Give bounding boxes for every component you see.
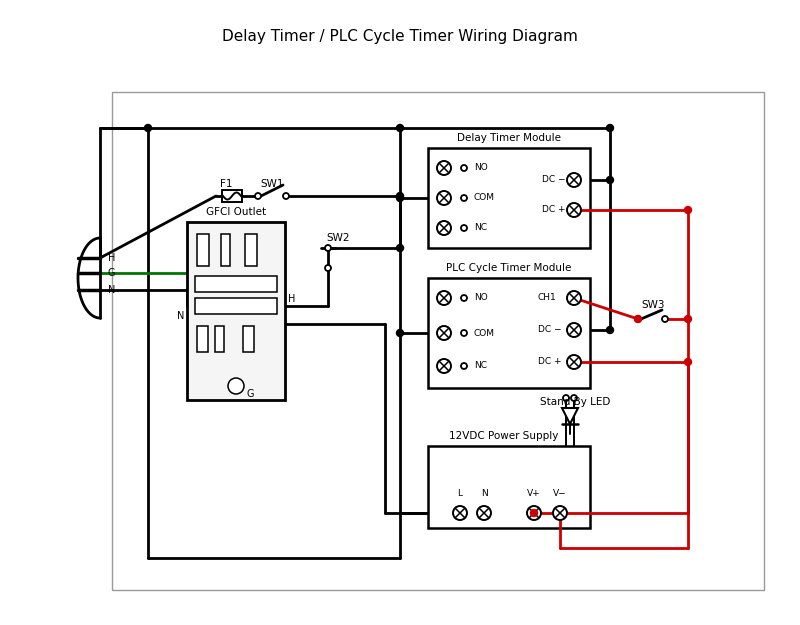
- Circle shape: [397, 124, 403, 131]
- Text: G: G: [108, 268, 115, 278]
- Text: DC +: DC +: [542, 206, 566, 214]
- Text: DC +: DC +: [538, 357, 562, 366]
- Circle shape: [437, 326, 451, 340]
- Text: COM: COM: [474, 194, 495, 202]
- Circle shape: [553, 506, 567, 520]
- Text: NO: NO: [474, 294, 488, 302]
- Text: SW2: SW2: [326, 233, 350, 243]
- Circle shape: [606, 176, 614, 184]
- Text: PLC Cycle Timer Module: PLC Cycle Timer Module: [446, 263, 572, 273]
- Text: F1: F1: [220, 179, 232, 189]
- Circle shape: [453, 506, 467, 520]
- Circle shape: [527, 506, 541, 520]
- Bar: [187, 222, 285, 400]
- Circle shape: [397, 244, 403, 251]
- Circle shape: [606, 326, 614, 334]
- Circle shape: [397, 329, 403, 336]
- Circle shape: [567, 173, 581, 187]
- Text: SW3: SW3: [642, 300, 665, 310]
- Bar: [243, 326, 254, 352]
- Circle shape: [228, 378, 244, 394]
- Bar: [195, 276, 277, 292]
- Circle shape: [325, 265, 331, 271]
- Circle shape: [397, 192, 403, 199]
- Bar: [215, 326, 224, 352]
- Circle shape: [461, 165, 467, 171]
- Circle shape: [437, 221, 451, 235]
- Text: 12VDC Power Supply: 12VDC Power Supply: [450, 431, 558, 441]
- Text: N: N: [178, 311, 185, 321]
- Text: Delay Timer / PLC Cycle Timer Wiring Diagram: Delay Timer / PLC Cycle Timer Wiring Dia…: [222, 29, 578, 44]
- Circle shape: [685, 316, 691, 322]
- Circle shape: [437, 191, 451, 205]
- Text: N: N: [108, 285, 115, 295]
- Circle shape: [571, 395, 577, 401]
- Text: H: H: [288, 294, 296, 304]
- Text: NO: NO: [474, 164, 488, 172]
- Text: GFCI Outlet: GFCI Outlet: [206, 207, 266, 217]
- Circle shape: [461, 225, 467, 231]
- Circle shape: [461, 295, 467, 301]
- Text: V−: V−: [553, 489, 567, 499]
- Circle shape: [635, 316, 641, 322]
- Circle shape: [477, 506, 491, 520]
- Bar: [195, 298, 277, 314]
- Circle shape: [145, 124, 151, 131]
- Text: V+: V+: [527, 489, 541, 499]
- Text: COM: COM: [474, 329, 495, 338]
- Text: N: N: [481, 489, 487, 499]
- Circle shape: [634, 316, 642, 322]
- Circle shape: [530, 509, 538, 516]
- Circle shape: [461, 363, 467, 369]
- Text: CH1: CH1: [538, 294, 557, 302]
- Circle shape: [685, 206, 691, 214]
- Circle shape: [461, 195, 467, 201]
- Circle shape: [437, 291, 451, 305]
- Text: DC −: DC −: [538, 326, 562, 334]
- Bar: [221, 234, 230, 266]
- Circle shape: [563, 395, 569, 401]
- Bar: [428, 148, 590, 248]
- Text: Stand By LED: Stand By LED: [540, 397, 610, 407]
- Circle shape: [397, 194, 403, 201]
- Text: H: H: [108, 253, 115, 263]
- Circle shape: [567, 203, 581, 217]
- Circle shape: [255, 193, 261, 199]
- Bar: [197, 234, 209, 266]
- Bar: [197, 326, 208, 352]
- Circle shape: [567, 355, 581, 369]
- Bar: [428, 278, 590, 388]
- Circle shape: [606, 124, 614, 131]
- Circle shape: [567, 323, 581, 337]
- Text: DC −: DC −: [542, 176, 566, 184]
- Circle shape: [325, 245, 331, 251]
- Bar: [428, 446, 590, 528]
- Text: NC: NC: [474, 224, 487, 232]
- Polygon shape: [562, 408, 578, 424]
- Text: G: G: [246, 389, 254, 399]
- Circle shape: [567, 291, 581, 305]
- Circle shape: [437, 161, 451, 175]
- Text: SW1: SW1: [260, 179, 284, 189]
- Bar: [222, 190, 242, 202]
- Text: L: L: [458, 489, 462, 499]
- Bar: [245, 234, 257, 266]
- Circle shape: [437, 359, 451, 373]
- Circle shape: [685, 359, 691, 366]
- Circle shape: [283, 193, 289, 199]
- Circle shape: [662, 316, 668, 322]
- Text: Delay Timer Module: Delay Timer Module: [457, 133, 561, 143]
- Text: NC: NC: [474, 361, 487, 371]
- Circle shape: [461, 330, 467, 336]
- Bar: [112, 92, 764, 590]
